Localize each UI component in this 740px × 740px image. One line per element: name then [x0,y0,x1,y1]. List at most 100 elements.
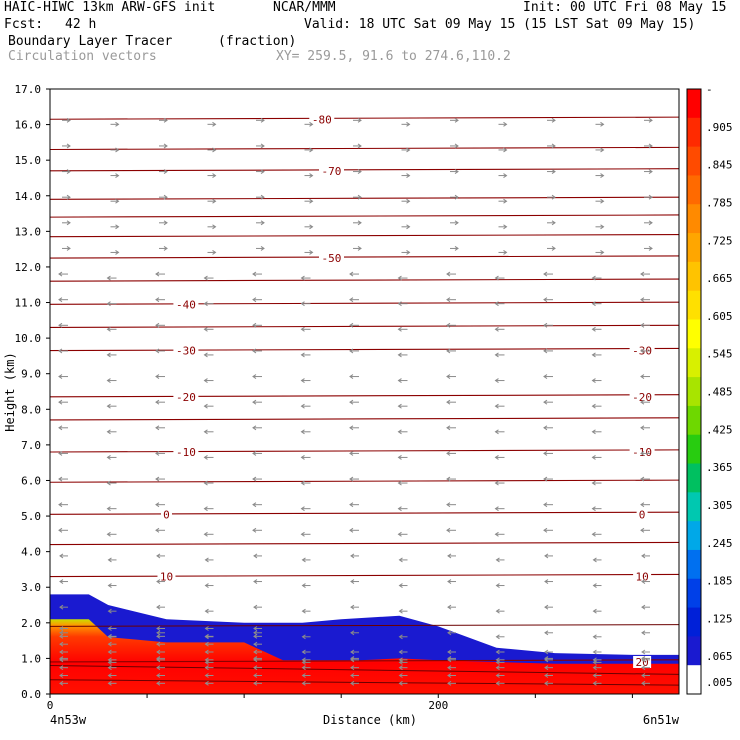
isotherm-line [50,394,679,398]
isotherm-label-bg [318,252,344,265]
isotherm-line [50,679,679,686]
isotherm-line [50,624,679,627]
circulation-vector [155,425,165,431]
x-axis-label: Distance (km) [323,713,417,727]
circulation-vector [591,531,602,537]
circulation-vector [592,649,602,655]
circulation-vector [401,147,411,153]
colorbar-swatch [687,492,701,522]
circulation-vector [398,673,408,678]
circulation-vector [204,608,214,614]
colorbar-label: .125 [706,612,733,625]
circulation-vector [304,173,314,178]
circulation-vector [304,121,314,127]
circulation-vector [252,502,262,508]
isotherm-line [50,116,679,120]
isotherm-line [50,665,679,675]
init-time: Init: 00 UTC Fri 08 May 15 [523,0,727,15]
circulation-vector [397,326,408,332]
circulation-vector [59,657,68,663]
circulation-vector [203,326,214,332]
circulation-vector [350,604,359,610]
circulation-vector [204,649,214,655]
circulation-vector [253,657,262,663]
circulation-vector [447,630,456,636]
colorbar-label: .185 [706,575,733,588]
y-tick-label: 6.0 [21,474,41,487]
isotherm-line [50,214,679,218]
circulation-vector [543,297,553,303]
circulation-vector [447,604,456,610]
circulation-vector [58,297,68,303]
y-tick-label: 17.0 [15,83,42,96]
circulation-vector [106,429,117,435]
circulation-vector [495,608,505,614]
circulation-vector [204,673,214,678]
circulation-vector [398,657,408,663]
circulation-vector [301,583,311,588]
isotherm-label: 20 [635,656,648,669]
circulation-vector [495,657,505,663]
circulation-vector [543,348,553,354]
xy-range: XY= 259.5, 91.6 to 274.6,110.2 [276,49,511,64]
circulation-vector [398,634,408,640]
circulation-vector [640,271,650,277]
circulation-vector [252,297,262,303]
circulation-vector [58,271,68,277]
circulation-vector [204,680,214,686]
circulation-vector [156,626,165,631]
colorbar-swatch [687,261,701,292]
circulation-vector [591,378,602,383]
colorbar-label: .005 [706,676,733,689]
circulation-vector [107,649,117,655]
isotherm-label: -50 [322,252,342,265]
y-tick-label: 8.0 [21,403,41,416]
circulation-vector [447,649,456,655]
isotherm-label: 0 [639,508,646,521]
circulation-vector [253,553,262,559]
circulation-vector [256,117,265,123]
circulation-vector [300,455,311,460]
circulation-vector [204,557,214,563]
circulation-vector [252,527,262,533]
isotherm-line [50,278,679,282]
circulation-vector [155,451,165,456]
y-tick-label: 5.0 [21,510,41,523]
circulation-vector [59,633,68,639]
isotherm-line [50,347,679,352]
y-tick-label: 12.0 [15,261,42,274]
circulation-vector [59,630,68,636]
colorbar-swatch [687,233,701,263]
circulation-vector [353,169,362,174]
circulation-vector [494,480,505,486]
colorbar-label: .605 [706,310,733,323]
circulation-vector [544,673,553,678]
circulation-vector [397,506,408,512]
circulation-vector [591,429,602,435]
colorbar-swatch [687,521,701,551]
circulation-vector [353,143,362,149]
circulation-vector [300,531,311,537]
circulation-vector [495,557,505,563]
circulation-vector [640,374,650,379]
circulation-vector [301,634,311,640]
circulation-vector [203,352,214,358]
isotherm-label-bg [173,446,199,458]
isotherm-label-bg [636,508,648,521]
circulation-vector [110,198,120,204]
circulation-vector [595,121,605,127]
y-tick-label: 15.0 [15,154,42,167]
colorbar-label: .725 [706,234,733,247]
circulation-vector [106,455,117,460]
circulation-vector [350,553,359,559]
circulation-vector [644,143,653,149]
circulation-vector [644,220,653,226]
circulation-vector [641,649,650,655]
circulation-vector [543,425,553,431]
circulation-vector [155,297,165,303]
circulation-vector [398,665,408,671]
circulation-vector [494,326,505,332]
circulation-vector [349,297,359,303]
colorbar-swatch [687,665,701,695]
